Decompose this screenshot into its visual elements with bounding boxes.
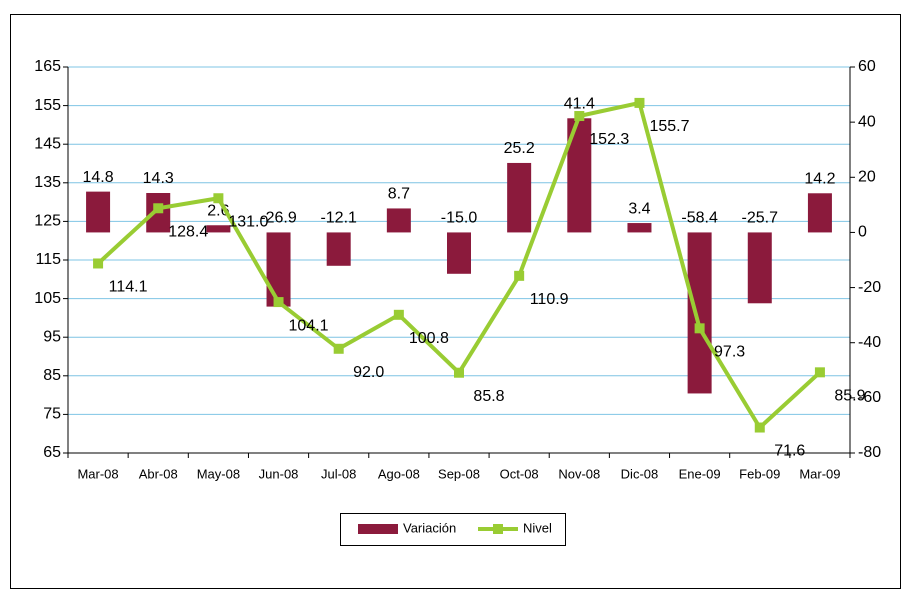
bar-label: -26.9 <box>260 210 297 227</box>
line-label: 71.6 <box>774 443 805 460</box>
line-label: 97.3 <box>714 344 745 361</box>
marker <box>273 297 284 308</box>
y-tick-label: 115 <box>35 251 61 268</box>
bar-label: 25.2 <box>504 140 535 157</box>
legend-swatch <box>358 524 398 534</box>
bar <box>747 232 772 304</box>
x-tick-label: Mar-08 <box>77 466 118 481</box>
marker <box>634 97 645 108</box>
x-tick-label: Jun-08 <box>259 466 299 481</box>
bar <box>687 232 712 394</box>
marker <box>514 270 525 281</box>
marker <box>153 203 164 214</box>
y2-tick-label: 60 <box>858 58 876 75</box>
legend-swatch <box>493 524 503 534</box>
line-label: 152.3 <box>589 131 629 148</box>
x-tick-label: Feb-09 <box>739 466 780 481</box>
line-label: 92.0 <box>353 364 384 381</box>
line-label: 104.1 <box>289 317 329 334</box>
line-label: 128.4 <box>168 223 208 240</box>
y2-tick-label: -80 <box>858 444 881 461</box>
line-label: 131.0 <box>228 213 268 230</box>
bar-label: 41.4 <box>564 96 595 113</box>
legend-label: Nivel <box>523 520 552 535</box>
marker <box>754 422 765 433</box>
bar-label: 14.2 <box>804 170 835 187</box>
marker <box>814 367 825 378</box>
bar <box>627 223 652 233</box>
marker <box>93 258 104 269</box>
marker <box>574 111 585 122</box>
bar-label: 14.3 <box>143 170 174 187</box>
marker <box>694 323 705 334</box>
marker <box>393 309 404 320</box>
x-tick-label: Ene-09 <box>679 466 721 481</box>
line-label: 114.1 <box>109 279 148 296</box>
y2-tick-label: 40 <box>858 113 876 130</box>
y-tick-label: 95 <box>43 328 61 345</box>
bar <box>86 191 111 233</box>
marker <box>454 367 464 378</box>
y-tick-label: 85 <box>43 367 61 384</box>
y2-tick-label: -20 <box>858 279 881 296</box>
bar <box>386 208 411 233</box>
line-label: 85.9 <box>834 388 865 405</box>
line-label: 100.8 <box>409 330 449 347</box>
line-label: 110.9 <box>530 291 569 308</box>
bar-label: -15.0 <box>441 210 478 227</box>
y-tick-label: 135 <box>34 174 61 191</box>
x-tick-label: Ago-08 <box>378 466 420 481</box>
y2-tick-label: -60 <box>858 389 881 406</box>
line-label: 155.7 <box>649 118 689 135</box>
bar-label: -25.7 <box>742 210 779 227</box>
x-tick-label: Abr-08 <box>139 466 178 481</box>
marker <box>213 193 224 204</box>
marker <box>333 343 344 354</box>
bar <box>326 232 351 266</box>
y-tick-label: 75 <box>43 406 61 423</box>
bar <box>507 162 532 233</box>
y-tick-label: 155 <box>34 97 61 114</box>
bar <box>447 232 471 274</box>
y-tick-label: 165 <box>34 58 61 75</box>
bar-label: 3.4 <box>628 200 650 217</box>
bar <box>206 225 231 233</box>
y-tick-label: 105 <box>34 290 61 307</box>
bar-label: -12.1 <box>320 210 357 227</box>
bar <box>807 193 832 233</box>
legend-label: Variación <box>403 520 456 535</box>
x-tick-label: Nov-08 <box>558 466 600 481</box>
x-tick-label: Dic-08 <box>621 466 659 481</box>
bar <box>266 232 291 307</box>
x-tick-label: Oct-08 <box>500 466 539 481</box>
bar-label: 8.7 <box>388 186 410 203</box>
bar-label: 14.8 <box>83 169 114 186</box>
y-tick-label: 125 <box>34 213 61 230</box>
bar-label: -58.4 <box>681 210 718 227</box>
x-tick-label: Mar-09 <box>799 466 840 481</box>
y-tick-label: 65 <box>43 444 61 461</box>
y-tick-label: 145 <box>34 135 61 152</box>
y2-tick-label: -40 <box>858 334 881 351</box>
x-tick-label: Sep-08 <box>438 466 480 481</box>
y2-tick-label: 20 <box>858 169 876 186</box>
x-tick-label: May-08 <box>197 466 240 481</box>
line-label: 85.8 <box>473 388 504 405</box>
y2-tick-label: 0 <box>858 224 867 241</box>
x-tick-label: Jul-08 <box>321 466 356 481</box>
